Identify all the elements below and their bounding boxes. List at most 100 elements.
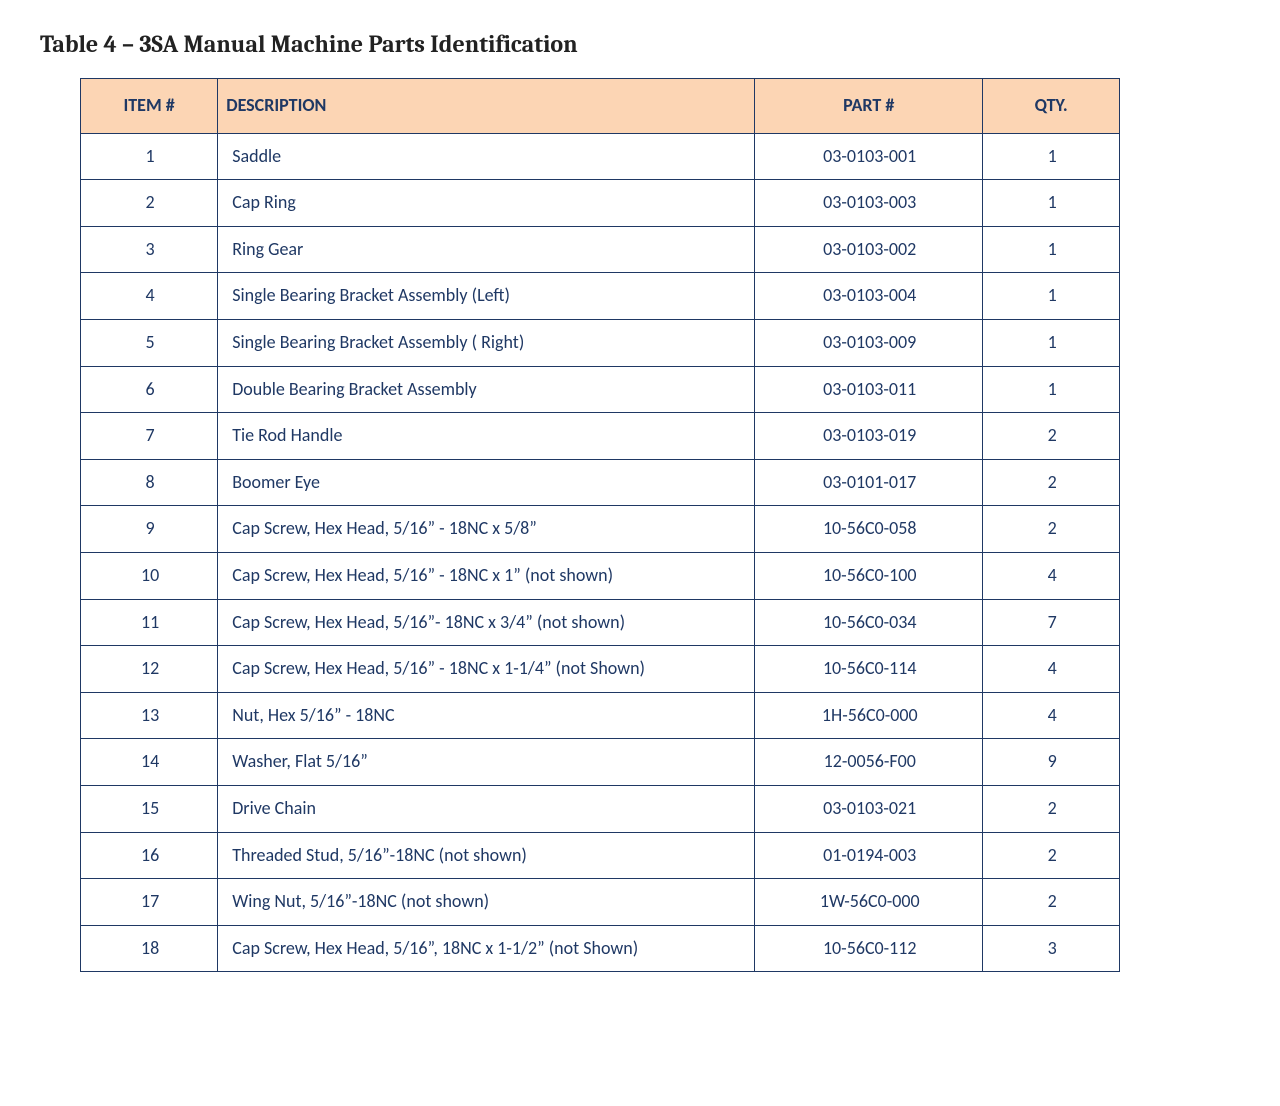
table-row: 15Drive Chain03-0103-0212 <box>81 785 1120 832</box>
table-row: 17Wing Nut, 5/16”-18NC (not shown)1W-56C… <box>81 879 1120 926</box>
cell-part: 03-0103-001 <box>755 133 983 180</box>
cell-item: 1 <box>81 133 218 180</box>
cell-item: 14 <box>81 739 218 786</box>
cell-description: Cap Screw, Hex Head, 5/16”, 18NC x 1-1/2… <box>218 925 755 972</box>
cell-item: 2 <box>81 180 218 227</box>
cell-item: 10 <box>81 552 218 599</box>
page-title: Table 4 – 3SA Manual Machine Parts Ident… <box>40 30 1240 58</box>
cell-qty: 2 <box>983 459 1120 506</box>
cell-description: Drive Chain <box>218 785 755 832</box>
cell-part: 1H-56C0-000 <box>755 692 983 739</box>
cell-qty: 1 <box>983 180 1120 227</box>
table-row: 12Cap Screw, Hex Head, 5/16” - 18NC x 1-… <box>81 646 1120 693</box>
column-header-qty: QTY. <box>983 79 1120 134</box>
cell-qty: 3 <box>983 925 1120 972</box>
column-header-part: PART # <box>755 79 983 134</box>
cell-description: Cap Ring <box>218 180 755 227</box>
cell-part: 03-0103-019 <box>755 413 983 460</box>
cell-qty: 7 <box>983 599 1120 646</box>
cell-part: 10-56C0-100 <box>755 552 983 599</box>
table-row: 3Ring Gear03-0103-0021 <box>81 226 1120 273</box>
table-row: 8Boomer Eye03-0101-0172 <box>81 459 1120 506</box>
cell-part: 03-0103-009 <box>755 319 983 366</box>
cell-part: 1W-56C0-000 <box>755 879 983 926</box>
table-row: 10Cap Screw, Hex Head, 5/16” - 18NC x 1”… <box>81 552 1120 599</box>
cell-description: Saddle <box>218 133 755 180</box>
cell-qty: 2 <box>983 506 1120 553</box>
cell-part: 03-0103-002 <box>755 226 983 273</box>
cell-qty: 9 <box>983 739 1120 786</box>
cell-description: Single Bearing Bracket Assembly ( Right) <box>218 319 755 366</box>
cell-part: 03-0103-011 <box>755 366 983 413</box>
cell-item: 8 <box>81 459 218 506</box>
cell-item: 16 <box>81 832 218 879</box>
cell-part: 03-0103-003 <box>755 180 983 227</box>
cell-description: Ring Gear <box>218 226 755 273</box>
cell-item: 9 <box>81 506 218 553</box>
cell-item: 11 <box>81 599 218 646</box>
cell-part: 10-56C0-058 <box>755 506 983 553</box>
cell-description: Wing Nut, 5/16”-18NC (not shown) <box>218 879 755 926</box>
cell-qty: 2 <box>983 413 1120 460</box>
cell-item: 17 <box>81 879 218 926</box>
cell-qty: 1 <box>983 133 1120 180</box>
table-header-row: ITEM #DESCRIPTIONPART #QTY. <box>81 79 1120 134</box>
cell-description: Nut, Hex 5/16” - 18NC <box>218 692 755 739</box>
table-row: 9Cap Screw, Hex Head, 5/16” - 18NC x 5/8… <box>81 506 1120 553</box>
cell-part: 03-0101-017 <box>755 459 983 506</box>
cell-description: Threaded Stud, 5/16”-18NC (not shown) <box>218 832 755 879</box>
table-row: 5Single Bearing Bracket Assembly ( Right… <box>81 319 1120 366</box>
cell-qty: 2 <box>983 785 1120 832</box>
table-row: 7Tie Rod Handle03-0103-0192 <box>81 413 1120 460</box>
cell-qty: 2 <box>983 832 1120 879</box>
cell-qty: 1 <box>983 319 1120 366</box>
cell-description: Single Bearing Bracket Assembly (Left) <box>218 273 755 320</box>
cell-item: 12 <box>81 646 218 693</box>
table-header: ITEM #DESCRIPTIONPART #QTY. <box>81 79 1120 134</box>
parts-table-container: ITEM #DESCRIPTIONPART #QTY. 1Saddle03-01… <box>80 78 1240 972</box>
cell-item: 4 <box>81 273 218 320</box>
cell-qty: 1 <box>983 366 1120 413</box>
cell-qty: 1 <box>983 226 1120 273</box>
table-row: 11Cap Screw, Hex Head, 5/16”- 18NC x 3/4… <box>81 599 1120 646</box>
cell-qty: 4 <box>983 552 1120 599</box>
cell-item: 3 <box>81 226 218 273</box>
parts-table: ITEM #DESCRIPTIONPART #QTY. 1Saddle03-01… <box>80 78 1120 972</box>
cell-description: Washer, Flat 5/16” <box>218 739 755 786</box>
table-row: 13Nut, Hex 5/16” - 18NC1H-56C0-0004 <box>81 692 1120 739</box>
cell-qty: 4 <box>983 692 1120 739</box>
cell-item: 7 <box>81 413 218 460</box>
table-row: 6Double Bearing Bracket Assembly03-0103-… <box>81 366 1120 413</box>
cell-part: 03-0103-021 <box>755 785 983 832</box>
table-row: 18Cap Screw, Hex Head, 5/16”, 18NC x 1-1… <box>81 925 1120 972</box>
cell-qty: 1 <box>983 273 1120 320</box>
table-row: 14Washer, Flat 5/16”12-0056-F009 <box>81 739 1120 786</box>
cell-item: 13 <box>81 692 218 739</box>
table-row: 1Saddle03-0103-0011 <box>81 133 1120 180</box>
cell-part: 12-0056-F00 <box>755 739 983 786</box>
cell-item: 18 <box>81 925 218 972</box>
cell-description: Cap Screw, Hex Head, 5/16” - 18NC x 1-1/… <box>218 646 755 693</box>
cell-part: 10-56C0-114 <box>755 646 983 693</box>
cell-description: Cap Screw, Hex Head, 5/16” - 18NC x 5/8” <box>218 506 755 553</box>
column-header-item: ITEM # <box>81 79 218 134</box>
cell-item: 6 <box>81 366 218 413</box>
cell-description: Double Bearing Bracket Assembly <box>218 366 755 413</box>
cell-part: 10-56C0-034 <box>755 599 983 646</box>
cell-part: 01-0194-003 <box>755 832 983 879</box>
cell-qty: 4 <box>983 646 1120 693</box>
cell-description: Boomer Eye <box>218 459 755 506</box>
cell-description: Cap Screw, Hex Head, 5/16” - 18NC x 1” (… <box>218 552 755 599</box>
cell-description: Tie Rod Handle <box>218 413 755 460</box>
cell-part: 03-0103-004 <box>755 273 983 320</box>
table-row: 16Threaded Stud, 5/16”-18NC (not shown)0… <box>81 832 1120 879</box>
column-header-description: DESCRIPTION <box>218 79 755 134</box>
table-body: 1Saddle03-0103-00112Cap Ring03-0103-0031… <box>81 133 1120 972</box>
cell-qty: 2 <box>983 879 1120 926</box>
table-row: 4Single Bearing Bracket Assembly (Left)0… <box>81 273 1120 320</box>
table-row: 2Cap Ring03-0103-0031 <box>81 180 1120 227</box>
cell-description: Cap Screw, Hex Head, 5/16”- 18NC x 3/4” … <box>218 599 755 646</box>
cell-item: 5 <box>81 319 218 366</box>
cell-part: 10-56C0-112 <box>755 925 983 972</box>
cell-item: 15 <box>81 785 218 832</box>
